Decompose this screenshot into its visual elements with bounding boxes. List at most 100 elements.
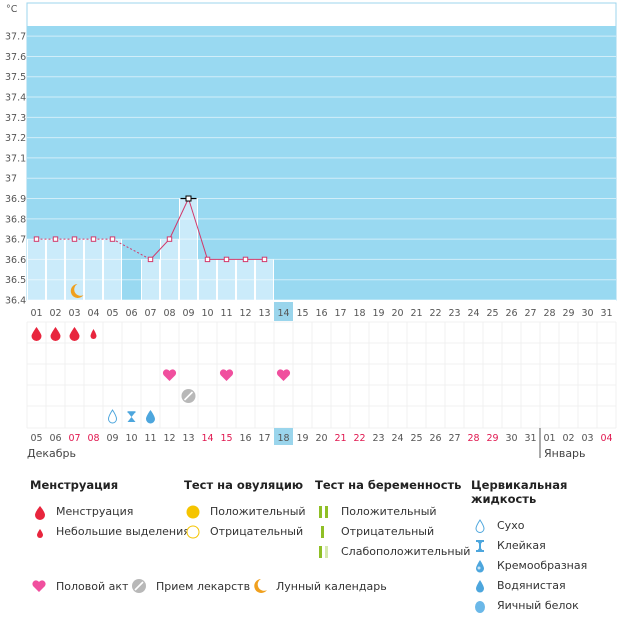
calendar-date-label[interactable]: 04	[600, 433, 612, 444]
temp-line-segment	[188, 198, 208, 260]
calendar-date-label[interactable]: 24	[391, 433, 403, 444]
calendar-date-label[interactable]: 11	[144, 433, 156, 444]
creamy-icon	[471, 558, 491, 574]
temp-bar	[47, 239, 64, 300]
dry-icon	[471, 518, 491, 534]
calendar-date-label[interactable]: 20	[315, 433, 327, 444]
legend-label: Небольшие выделения	[56, 525, 190, 538]
calendar-date-label[interactable]: 25	[410, 433, 422, 444]
plot-area	[27, 26, 616, 300]
temp-point[interactable]	[90, 236, 97, 242]
x-tick-label: 11	[220, 308, 232, 319]
calendar-date-label[interactable]: 17	[258, 433, 270, 444]
moon-icon	[250, 578, 270, 594]
y-tick-label: 36.4	[5, 296, 26, 307]
x-tick-label: 29	[562, 308, 574, 319]
calendar-date-label[interactable]: 31	[524, 433, 536, 444]
legend-title: Менструация	[30, 478, 119, 492]
pill-icon	[130, 578, 150, 594]
legend-label: Водянистая	[497, 579, 566, 592]
calendar-date-label[interactable]: 18	[277, 433, 289, 444]
temp-point[interactable]	[109, 236, 116, 242]
sticky-icon[interactable]	[127, 412, 136, 422]
temp-point[interactable]	[185, 195, 192, 202]
calendar-date-label[interactable]: 06	[49, 433, 61, 444]
calendar-date-label[interactable]: 22	[353, 433, 365, 444]
calendar-date-label[interactable]: 27	[448, 433, 460, 444]
legend-label: Клейкая	[497, 539, 546, 552]
heart-icon[interactable]	[276, 369, 291, 381]
y-tick-label: 37.4	[5, 93, 26, 104]
legend-item-ovulation-negative: Отрицательный	[184, 522, 306, 542]
calendar-date-label[interactable]: 19	[296, 433, 308, 444]
legend-label: Кремообразная	[497, 559, 588, 572]
calendar-date-label[interactable]: 29	[486, 433, 498, 444]
drop-icon[interactable]	[69, 327, 80, 342]
calendar-date-label[interactable]: 01	[543, 433, 555, 444]
temp-point[interactable]	[223, 256, 230, 263]
drop-icon[interactable]	[50, 327, 61, 342]
dry-icon[interactable]	[107, 409, 118, 424]
legend-item-eggwhite: Яичный белок	[471, 596, 626, 616]
calendar-date-label[interactable]: 12	[163, 433, 175, 444]
x-tick-label: 28	[543, 308, 555, 319]
calendar-date-label[interactable]: 10	[125, 433, 137, 444]
filled-circle-icon	[184, 504, 204, 520]
calendar-date-label[interactable]: 21	[334, 433, 346, 444]
calendar-date-label[interactable]: 23	[372, 433, 384, 444]
calendar-date-label[interactable]: 16	[239, 433, 251, 444]
calendar-date-label[interactable]: 09	[106, 433, 118, 444]
legend-item-menstruation: Менструация	[30, 502, 190, 522]
y-tick-label: 36.5	[5, 275, 26, 286]
legend-label: Слабоположительный	[341, 545, 471, 558]
x-tick-label: 24	[467, 308, 479, 319]
two-lines-icon	[315, 504, 335, 520]
small-drop-icon[interactable]	[90, 329, 97, 339]
x-tick-label: 06	[125, 308, 137, 319]
temp-point[interactable]	[147, 256, 154, 263]
x-tick-label: 13	[258, 308, 270, 319]
legend-intercourse: Половой акт	[30, 578, 128, 594]
calendar-date-label[interactable]: 26	[429, 433, 441, 444]
temp-bar	[85, 239, 102, 300]
faint-lines-icon	[315, 544, 335, 560]
temp-point[interactable]	[166, 236, 173, 242]
y-tick-label: 37	[5, 174, 17, 185]
y-tick-label: 37.7	[5, 32, 26, 43]
calendar-date-label[interactable]: 02	[562, 433, 574, 444]
calendar-date-label[interactable]: 15	[220, 433, 232, 444]
watery-icon[interactable]	[146, 410, 155, 424]
heart-icon[interactable]	[162, 369, 177, 381]
heart-icon[interactable]	[219, 369, 234, 381]
x-tick-label: 19	[372, 308, 384, 319]
legend-label: Прием лекарств	[156, 579, 251, 593]
x-tick-label: 23	[448, 308, 460, 319]
legend-item-sticky: Клейкая	[471, 536, 626, 556]
calendar-date-label[interactable]: 14	[201, 433, 213, 444]
calendar-date-label[interactable]: 03	[581, 433, 593, 444]
temp-point[interactable]	[242, 256, 249, 263]
temp-point[interactable]	[71, 236, 78, 242]
calendar-date-label[interactable]: 28	[467, 433, 479, 444]
x-tick-label: 05	[106, 308, 118, 319]
x-tick-label: 17	[334, 308, 346, 319]
y-unit-label: °C	[6, 4, 18, 15]
calendar-date-label[interactable]: 07	[68, 433, 80, 444]
legend-label: Отрицательный	[341, 525, 435, 538]
temp-point[interactable]	[261, 256, 268, 263]
temp-point[interactable]	[52, 236, 59, 242]
small-drop-icon	[30, 524, 50, 540]
bbt-chart: °C 37.7 37.6 37.5 37.4 37.3 37.2 37.1 37 36.9 36.8…	[5, 2, 617, 458]
pill-icon-stripe	[183, 391, 194, 401]
calendar-date-label[interactable]: 30	[505, 433, 517, 444]
calendar-date-label[interactable]: 13	[182, 433, 194, 444]
temp-point[interactable]	[204, 256, 211, 263]
drop-icon[interactable]	[31, 327, 42, 342]
x-tick-label: 09	[182, 308, 194, 319]
legend-title: Цервикальная жидкость	[471, 478, 568, 506]
calendar-date-label[interactable]: 05	[30, 433, 42, 444]
x-tick-label: 12	[239, 308, 251, 319]
temp-point[interactable]	[33, 236, 40, 242]
legend-item-dry: Сухо	[471, 516, 626, 536]
calendar-date-label[interactable]: 08	[87, 433, 99, 444]
